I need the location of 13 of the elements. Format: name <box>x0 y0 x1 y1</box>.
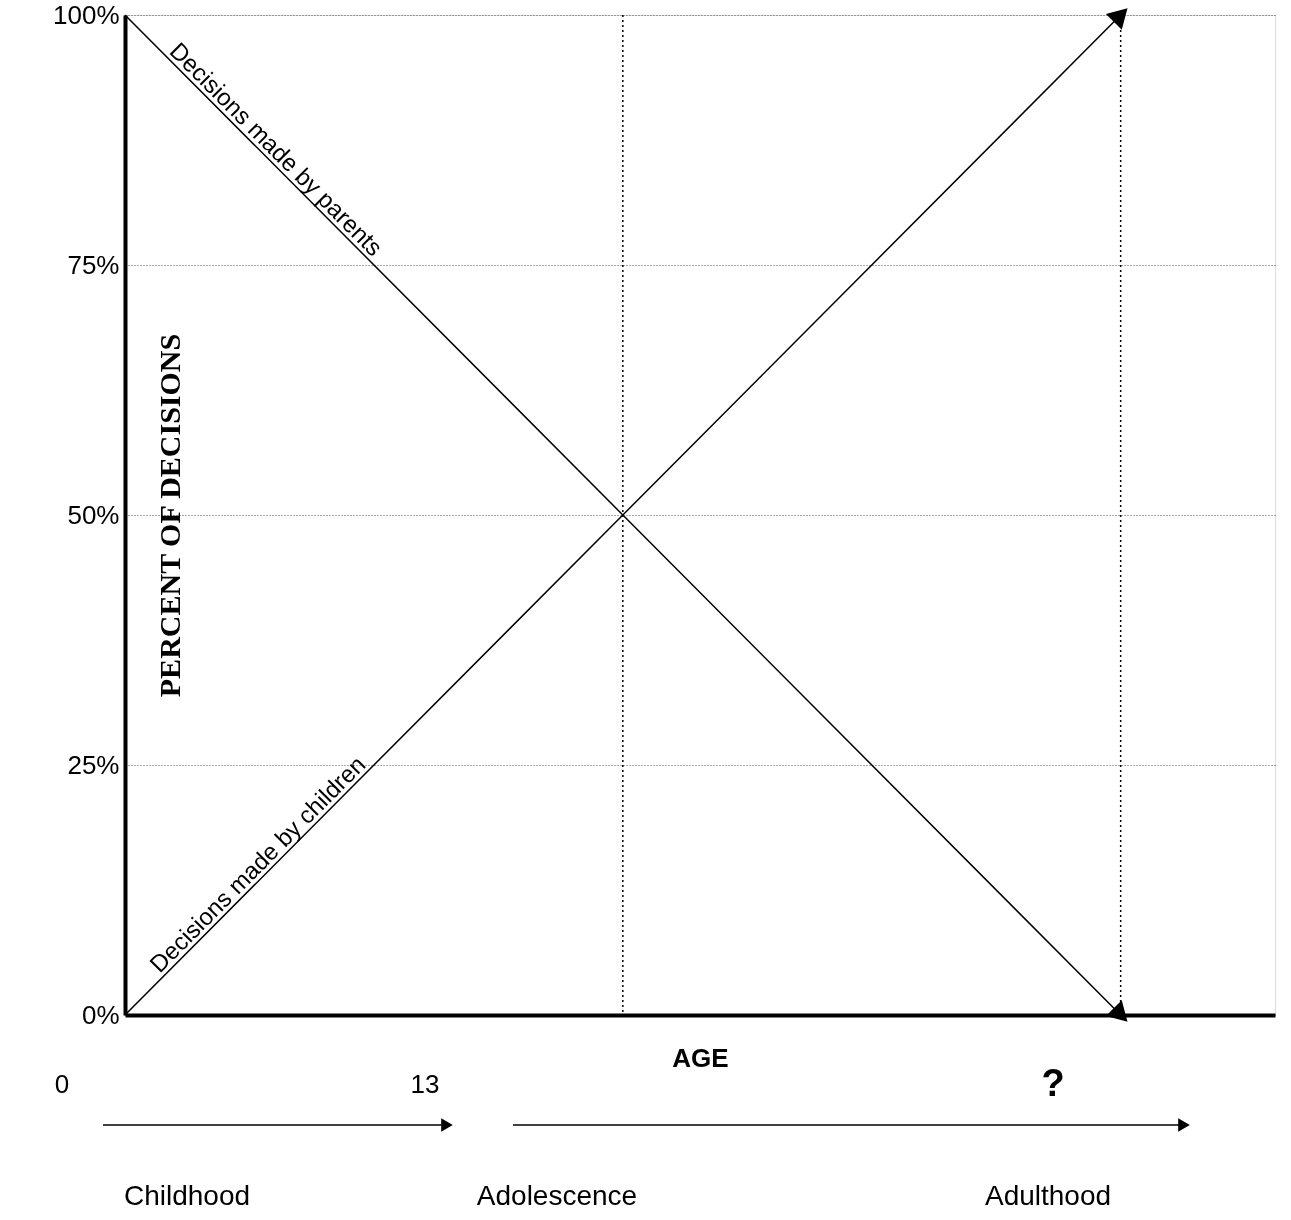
text: 0 <box>54 1069 70 1099</box>
text: 13 <box>410 1069 440 1099</box>
text: ? <box>1041 1062 1065 1104</box>
y-axis-title: PERCENT OF DECISIONS <box>152 333 186 698</box>
x-axis-title: AGE <box>672 1042 729 1073</box>
text: Adulthood <box>984 1180 1112 1211</box>
text: Adolescence <box>476 1180 638 1211</box>
y-tick-label: 50% <box>67 499 120 530</box>
y-tick-label: 0% <box>81 999 120 1030</box>
y-tick-label: 75% <box>67 249 120 280</box>
text: Childhood <box>123 1180 251 1211</box>
y-tick-label: 25% <box>67 749 120 780</box>
y-tick-label: 100% <box>53 0 120 30</box>
